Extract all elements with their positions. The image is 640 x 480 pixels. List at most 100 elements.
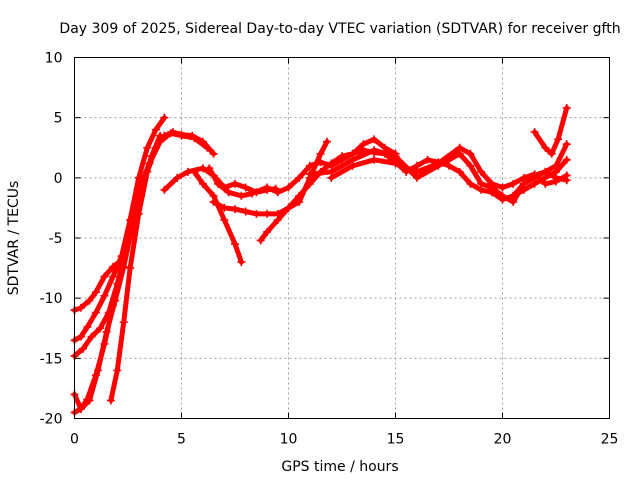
data-point-marker <box>316 149 325 158</box>
data-point-marker <box>168 128 177 137</box>
data-point-marker <box>151 143 160 152</box>
data-point-marker <box>348 161 357 170</box>
data-point-marker <box>295 191 304 200</box>
data-point-marker <box>231 240 239 249</box>
data-point-marker <box>79 344 88 353</box>
data-point-marker <box>188 131 197 140</box>
data-point-marker <box>143 143 152 152</box>
data-series <box>70 104 571 417</box>
data-point-marker <box>284 203 293 212</box>
data-point-marker <box>327 159 336 168</box>
data-point-marker <box>91 308 100 317</box>
data-point-marker <box>83 395 92 404</box>
data-point-marker <box>466 179 475 188</box>
data-point-marker <box>143 167 152 176</box>
data-point-marker <box>85 296 94 305</box>
data-point-marker <box>198 137 207 146</box>
data-point-marker <box>241 207 250 216</box>
data-point-marker <box>519 179 528 188</box>
data-point-marker <box>273 188 282 197</box>
data-point-marker <box>284 183 293 192</box>
data-point-marker <box>220 203 229 212</box>
data-point-marker <box>466 149 475 158</box>
data-point-marker <box>423 155 432 164</box>
series-track-1 <box>70 129 212 315</box>
data-point-marker <box>109 301 118 310</box>
series-track <box>510 141 570 199</box>
series-track <box>258 147 570 243</box>
data-point-marker <box>198 179 207 188</box>
data-point-marker <box>509 179 518 188</box>
data-point-marker <box>237 258 246 267</box>
data-point-marker <box>134 173 143 182</box>
data-point-marker <box>224 188 233 197</box>
series-track-15 <box>509 140 571 200</box>
data-point-marker <box>263 227 272 236</box>
data-point-marker <box>231 179 239 188</box>
data-point-marker <box>509 191 518 200</box>
axis-ticks: 0 5 10 15 20 25 -20 -15 -10 -5 0 5 10 <box>40 51 619 448</box>
x-axis-label: GPS time / hours <box>281 459 398 475</box>
data-point-marker <box>160 113 169 122</box>
data-point-marker <box>554 135 563 144</box>
data-point-marker <box>113 366 122 375</box>
y-tick-label: -15 <box>40 351 63 367</box>
series-track-5 <box>70 197 143 417</box>
series-track <box>206 136 398 199</box>
data-point-marker <box>305 170 314 179</box>
series-track <box>532 105 570 157</box>
data-point-marker <box>256 236 265 245</box>
data-point-marker <box>209 197 218 206</box>
data-point-marker <box>338 152 346 161</box>
data-point-marker <box>498 183 507 192</box>
data-point-marker <box>370 155 379 164</box>
data-point-marker <box>455 143 464 152</box>
data-point-marker <box>477 179 486 188</box>
data-point-marker <box>231 205 239 214</box>
data-point-marker <box>109 272 118 281</box>
x-tick-label: 25 <box>601 432 619 448</box>
data-point-marker <box>126 227 135 236</box>
data-point-marker <box>370 135 379 144</box>
data-point-marker <box>541 143 550 152</box>
data-point-marker <box>530 171 539 180</box>
data-point-marker <box>76 332 85 341</box>
series-track-14 <box>530 104 571 158</box>
data-point-marker <box>552 161 560 170</box>
data-point-marker <box>209 149 218 158</box>
data-point-marker <box>126 264 135 273</box>
data-point-marker <box>434 159 443 168</box>
data-point-marker <box>100 339 109 348</box>
data-point-marker <box>190 167 199 176</box>
data-point-marker <box>562 155 571 164</box>
data-point-marker <box>134 209 143 218</box>
data-point-marker <box>96 324 105 333</box>
chart-title: Day 309 of 2025, Sidereal Day-to-day VTE… <box>59 21 620 37</box>
data-point-marker <box>547 149 556 158</box>
x-tick-label: 20 <box>494 432 512 448</box>
data-point-marker <box>83 323 92 332</box>
data-point-marker <box>327 173 336 182</box>
data-point-marker <box>76 404 85 413</box>
y-axis-label: SDTVAR / TECUs <box>6 181 22 296</box>
data-point-marker <box>100 272 109 281</box>
data-point-marker <box>213 179 222 188</box>
data-point-marker <box>91 371 100 380</box>
data-point-marker <box>263 183 272 192</box>
data-point-marker <box>100 291 109 300</box>
x-tick-label: 0 <box>70 432 79 448</box>
data-point-marker <box>466 161 475 170</box>
data-point-marker <box>455 167 464 176</box>
data-point-marker <box>541 179 550 188</box>
data-point-marker <box>220 215 229 224</box>
series-track <box>72 130 210 313</box>
y-tick-label: 5 <box>54 111 63 127</box>
data-point-marker <box>117 264 126 273</box>
data-point-marker <box>160 185 169 194</box>
x-tick-label: 15 <box>387 432 405 448</box>
x-tick-label: 5 <box>177 432 186 448</box>
data-point-marker <box>248 189 257 198</box>
data-point-marker <box>370 146 379 155</box>
data-point-marker <box>498 191 507 200</box>
